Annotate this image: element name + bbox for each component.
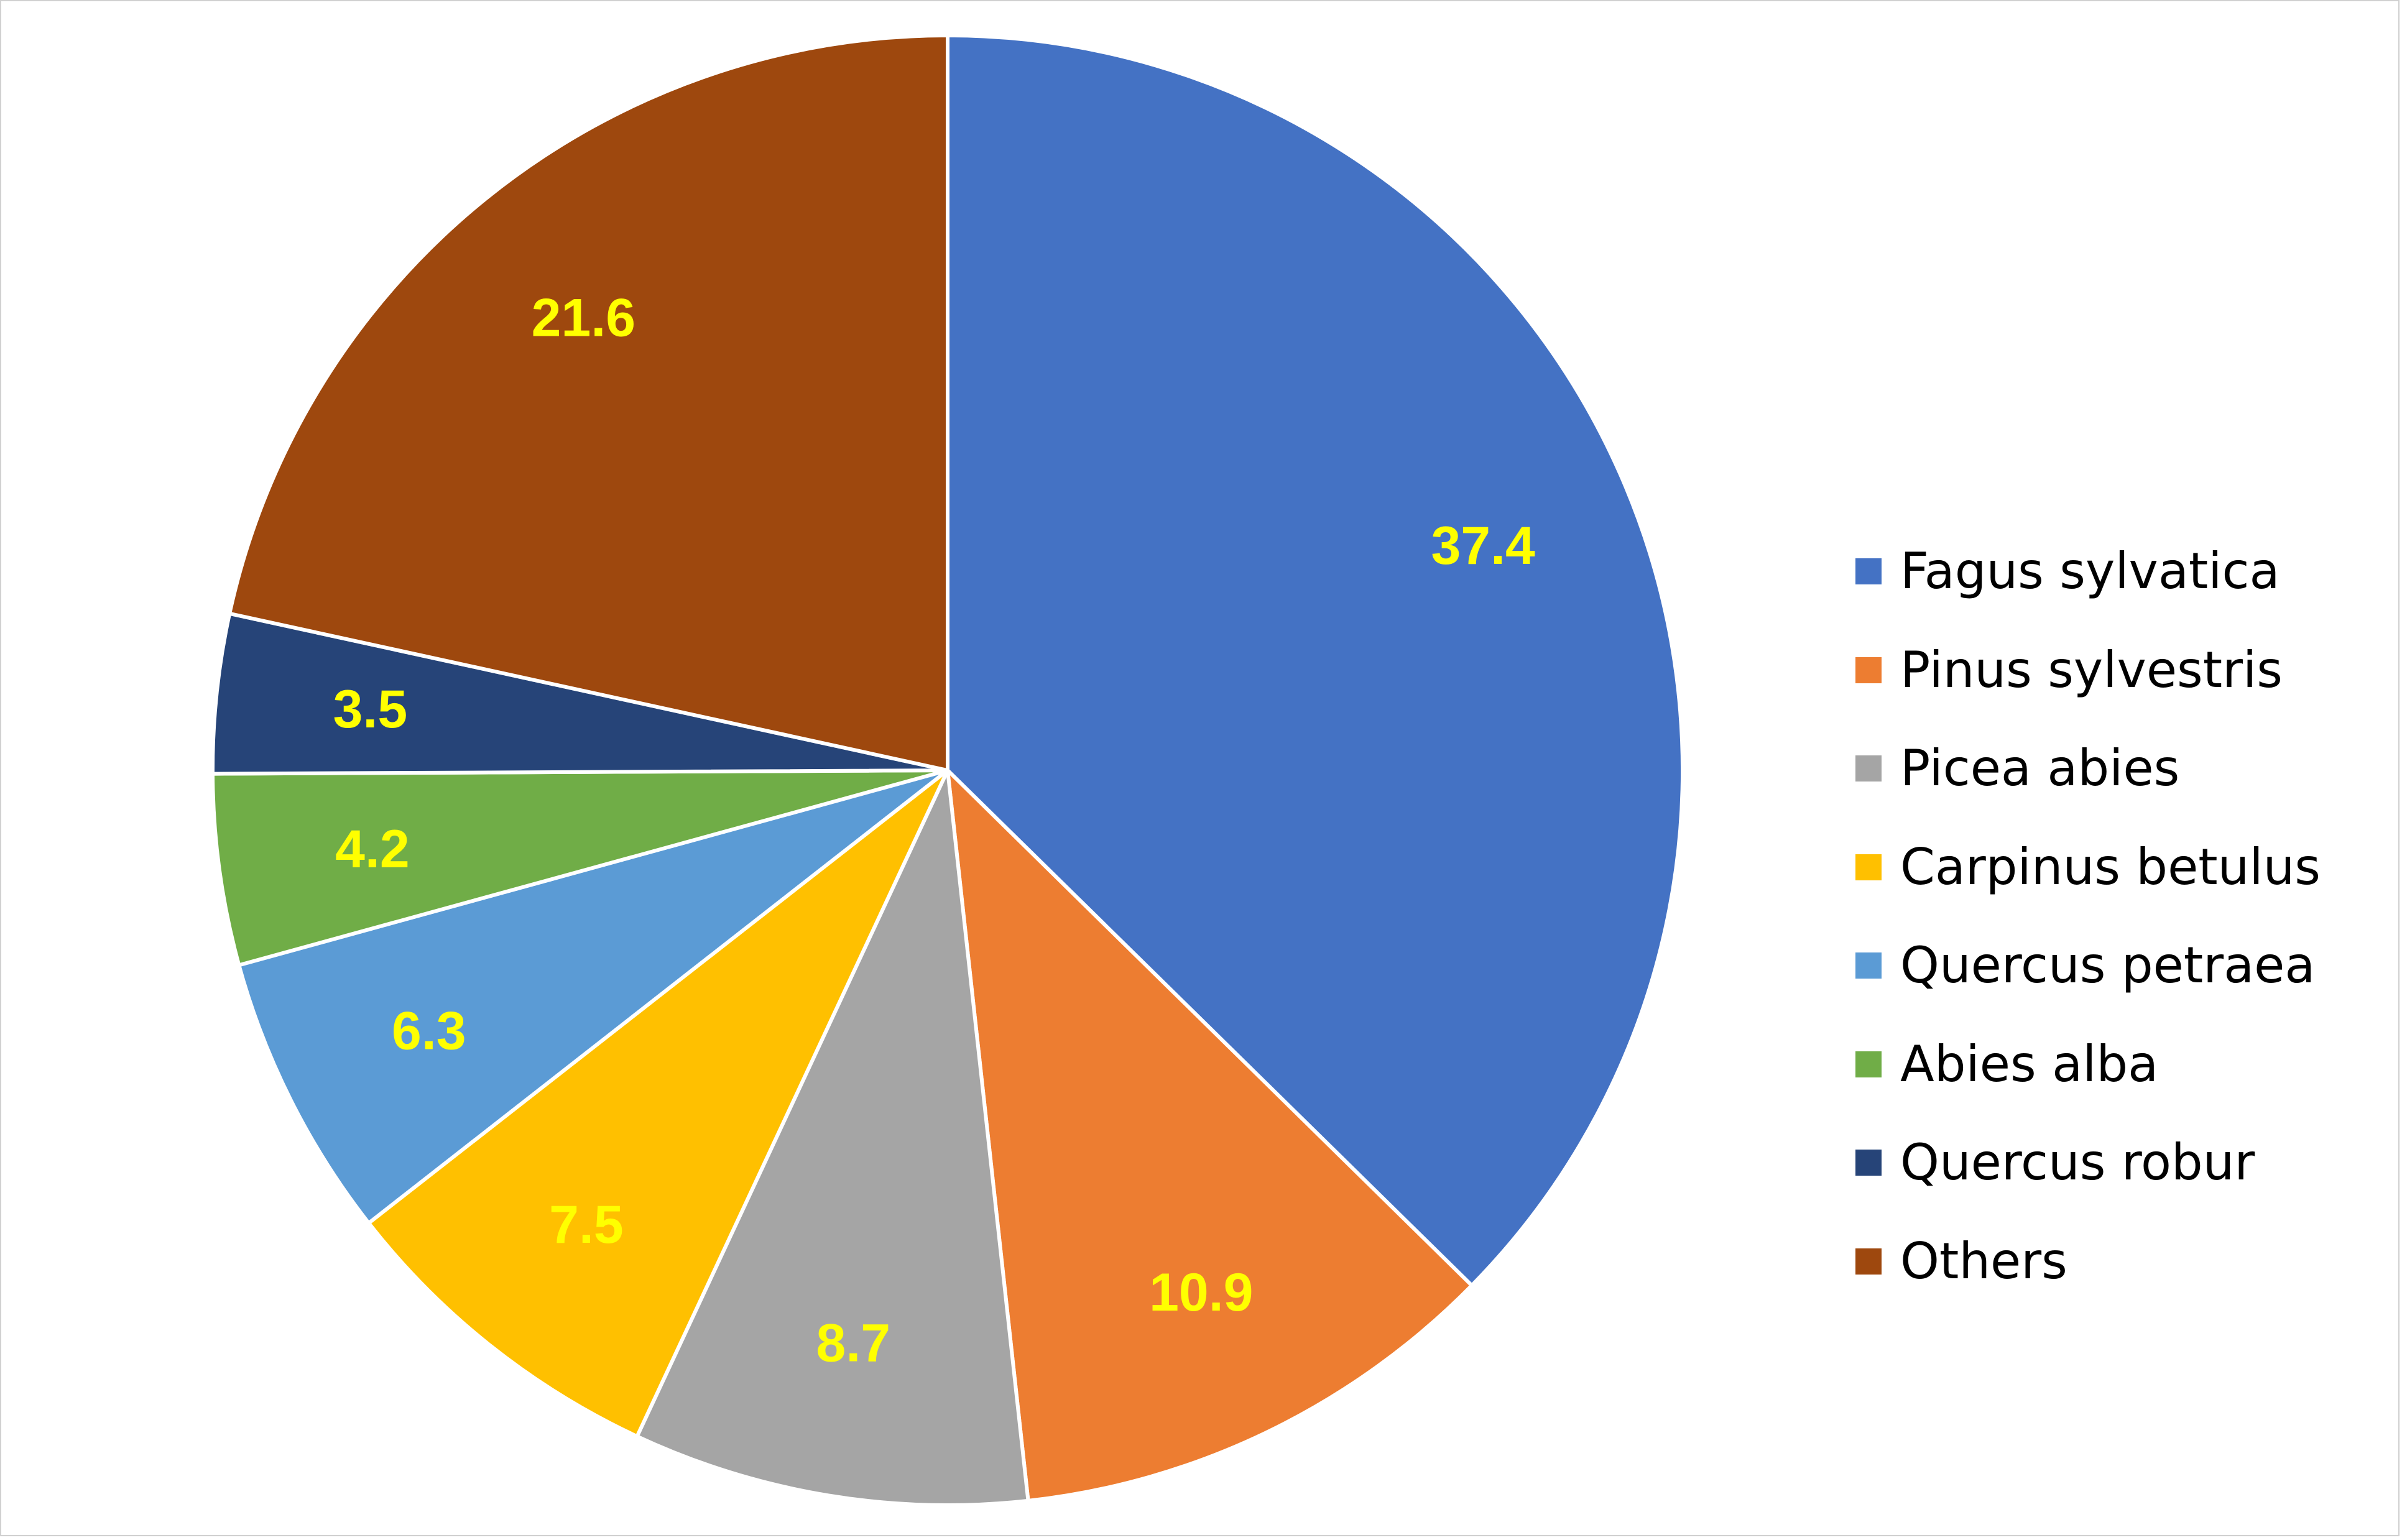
pie-data-labels: 37.4 10.9 8.7 7.5 6.3 4.2 3.5 21.6 [333,288,1535,1373]
legend-swatch-others [1855,1248,1882,1275]
legend: Fagus sylvatica Pinus sylvestris Picea abi… [1855,522,2390,1311]
pie-slice-quercus-robur [211,611,949,776]
legend-swatch-picea-abies [1855,755,1882,782]
pie-slices [211,34,1684,1507]
legend-label-fagus-sylvatica: Fagus sylvatica [1900,542,2280,601]
data-label-picea-abies: 8.7 [816,1313,891,1373]
legend-item-abies-alba: Abies alba [1855,1015,2390,1114]
legend-label-abies-alba: Abies alba [1900,1035,2159,1093]
legend-label-carpinus-betulus: Carpinus betulus [1900,837,2321,896]
legend-label-quercus-robur: Quercus robur [1900,1133,2255,1192]
legend-label-picea-abies: Picea abies [1900,739,2180,798]
data-label-abies-alba: 4.2 [335,819,410,879]
pie-slice-quercus-petraea [237,768,949,1225]
legend-item-picea-abies: Picea abies [1855,719,2390,818]
pie-slice-carpinus-betulus [366,768,949,1439]
legend-item-carpinus-betulus: Carpinus betulus [1855,818,2390,917]
pie-slice-abies-alba [211,768,949,967]
legend-swatch-pinus-sylvestris [1855,657,1882,683]
data-label-fagus-sylvatica: 37.4 [1431,516,1535,576]
data-label-pinus-sylvestris: 10.9 [1149,1263,1253,1322]
legend-label-others: Others [1900,1232,2067,1290]
data-label-quercus-petraea: 6.3 [392,1002,466,1061]
legend-item-quercus-robur: Quercus robur [1855,1114,2390,1212]
data-label-others: 21.6 [532,288,635,348]
pie-slice-pinus-sylvestris [946,768,1474,1503]
legend-label-quercus-petraea: Quercus petraea [1900,936,2316,995]
legend-swatch-abies-alba [1855,1051,1882,1077]
legend-swatch-carpinus-betulus [1855,854,1882,880]
pie-slice-others [228,34,949,772]
legend-item-quercus-petraea: Quercus petraea [1855,916,2390,1015]
pie-slice-fagus-sylvatica [946,34,1684,1288]
legend-swatch-quercus-robur [1855,1150,1882,1176]
data-label-quercus-robur: 3.5 [333,680,408,739]
pie-slice-picea-abies [635,768,1030,1507]
legend-item-pinus-sylvestris: Pinus sylvestris [1855,621,2390,720]
legend-swatch-quercus-petraea [1855,952,1882,979]
legend-item-fagus-sylvatica: Fagus sylvatica [1855,522,2390,621]
legend-item-others: Others [1855,1212,2390,1311]
legend-swatch-fagus-sylvatica [1855,558,1882,585]
legend-label-pinus-sylvestris: Pinus sylvestris [1900,640,2283,699]
data-label-carpinus-betulus: 7.5 [549,1195,624,1255]
